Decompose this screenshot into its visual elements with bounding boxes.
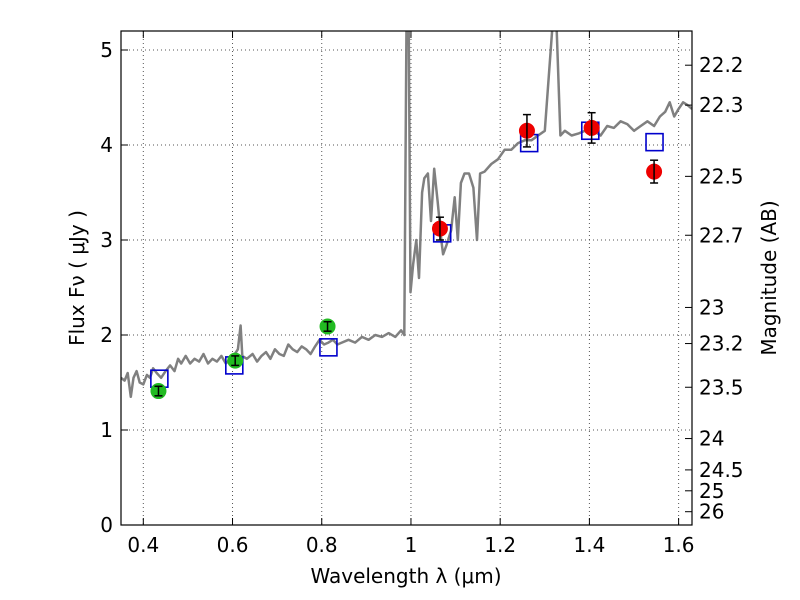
x-tick-label: 1: [405, 533, 418, 557]
y2-tick-label: 22.7: [699, 223, 744, 247]
x-tick-label: 1.2: [484, 533, 516, 557]
y2-tick-label: 23.2: [699, 332, 744, 356]
marker-layer: [150, 111, 664, 400]
spectrum-layer: [121, 31, 692, 399]
tick-layer: 0.4 0.6 0.8 1 1.2 1.4 1.601234522.222.322.522.…: [100, 31, 744, 557]
y2-tick-label: 22.5: [699, 164, 744, 188]
x-tick-label: 1.4: [573, 533, 605, 557]
x-tick-label: 1.6: [663, 533, 695, 557]
y2-tick-label: 23.5: [699, 375, 744, 399]
y2-tick-label: 22.2: [699, 53, 744, 77]
y2-axis-title: Magnitude (AB): [757, 200, 781, 355]
y-tick-label: 1: [100, 418, 113, 442]
y2-tick-label: 26: [699, 500, 724, 524]
y-tick-label: 5: [100, 38, 113, 62]
y-tick-label: 3: [100, 228, 113, 252]
plot-frame: [120, 30, 693, 526]
y2-tick-label: 25: [699, 479, 724, 503]
y-tick-label: 4: [100, 133, 113, 157]
y2-tick-label: 24: [699, 427, 724, 451]
y-tick-label: 0: [100, 513, 113, 537]
model-square-marker: [319, 338, 338, 357]
y2-tick-label: 22.3: [699, 93, 744, 117]
y-axis-title: Flux Fν ( μJy ): [65, 210, 89, 346]
y2-tick-label: 23: [699, 295, 724, 319]
spectrum-line: [121, 31, 692, 399]
y-tick-label: 2: [100, 323, 113, 347]
x-tick-label: 0.6: [217, 533, 249, 557]
x-tick-label: 0.4: [127, 533, 159, 557]
model-square-marker: [645, 132, 664, 152]
y2-tick-label: 24.5: [699, 458, 744, 482]
x-axis-title: Wavelength λ (μm): [310, 564, 501, 588]
x-tick-label: 0.8: [306, 533, 338, 557]
